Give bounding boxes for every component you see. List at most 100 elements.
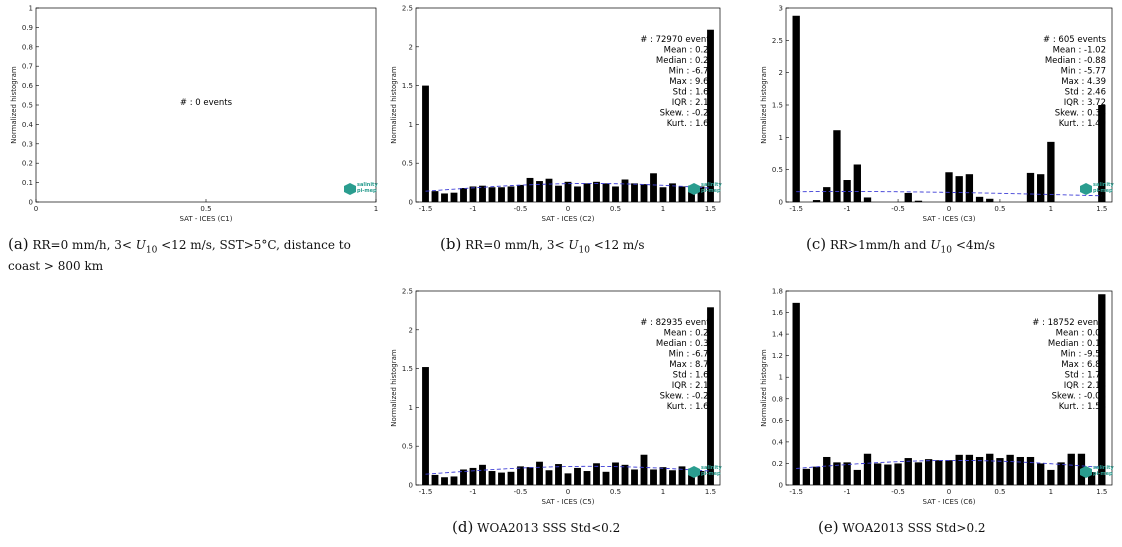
histogram-bar (460, 469, 467, 485)
caption-d-text: WOA2013 SSS Std<0.2 (477, 521, 621, 535)
x-tick-label: 1 (1049, 488, 1053, 496)
stats-line: Std : 2.46 (1065, 88, 1106, 98)
y-axis-label: Normalized histogram (390, 349, 398, 427)
histogram-bar (955, 176, 963, 202)
x-tick-label: 0.5 (994, 205, 1005, 213)
histogram-bar (431, 191, 439, 202)
y-tick-label: 0.4 (772, 438, 784, 446)
logo-text-2: pi-mep (1093, 471, 1113, 477)
caption-e: (e) WOA2013 SSS Std>0.2 (818, 519, 1118, 536)
histogram-bar (631, 469, 638, 485)
histogram-bar (488, 187, 496, 202)
stats-line: Skew. : -0.22 (660, 392, 714, 402)
chart-panel-e: 0 0.2 0.4 0.6 0.8 1 1.2 1.4 1.6 1.8 -1.5 -1 -0.5 0 0.5… (760, 283, 1122, 507)
x-tick-label: -1 (470, 488, 477, 496)
histogram-bar (833, 462, 841, 485)
stats-line: IQR : 2.18 (1064, 381, 1106, 391)
histogram-bar (986, 453, 994, 485)
y-tick-label: 0.8 (772, 395, 783, 403)
stats-line: IQR : 2.10 (672, 98, 714, 108)
caption-d: (d) WOA2013 SSS Std<0.2 (452, 519, 752, 536)
histogram-bar (833, 130, 841, 202)
histogram-bar (650, 173, 657, 202)
y-tick-label: 0.5 (772, 166, 783, 174)
histogram-bar (469, 467, 477, 485)
gaussian-fit-curve (425, 183, 711, 192)
y-tick-label: 0.6 (772, 417, 784, 425)
histogram-bar (574, 186, 581, 202)
x-tick-label: 1 (1049, 205, 1053, 213)
y-tick-label: 1 (409, 121, 413, 129)
stats-line: # : 605 events (1043, 35, 1107, 45)
histogram-bar (863, 197, 872, 202)
stats-events: # : 0 events (180, 98, 233, 108)
y-tick-label: 0.5 (402, 443, 413, 451)
histogram-bar (975, 456, 984, 485)
histogram-bar (517, 184, 524, 202)
stats-line: Kurt. : 1.58 (1059, 402, 1106, 412)
x-tick-label: 1.5 (1096, 488, 1107, 496)
histogram-bar (621, 179, 629, 202)
stats-line: # : 82935 events (640, 318, 714, 328)
caption-d-label: (d) (452, 518, 474, 536)
histogram-bar (564, 473, 572, 485)
y-tick-label: 2.5 (402, 5, 413, 13)
stats-line: Median : 0.10 (1048, 339, 1106, 349)
x-axis-label: SAT - ICES (C3) (923, 215, 976, 223)
stats-line: Mean : 0.23 (664, 329, 714, 339)
chart-e: 0 0.2 0.4 0.6 0.8 1 1.2 1.4 1.6 1.8 -1.5 -1 -0.5 0 0.5… (760, 288, 1114, 507)
x-tick-label: 1.5 (705, 488, 716, 496)
histogram-bar (965, 174, 974, 202)
stats-line: Kurt. : 1.61 (667, 402, 714, 412)
histogram-bar (863, 453, 872, 485)
y-tick-label: 2.5 (402, 288, 413, 296)
logo-text-1: salinity (1093, 182, 1114, 188)
histogram-bar (914, 462, 923, 485)
histogram-bar (1037, 174, 1045, 202)
histogram-bar (955, 454, 963, 485)
x-tick-label: 1 (661, 205, 665, 213)
histogram-bar (996, 458, 1004, 485)
histogram-bar (612, 186, 619, 202)
caption-a-label: (a) (8, 235, 29, 253)
gaussian-fit-curve (796, 459, 1102, 469)
histogram-bar (574, 467, 581, 485)
chart-b: 0 0.5 1 1.5 2 2.5 -1.5 -1 -0.5 0 0.5 1 1.5 SAT - ICES… (390, 5, 722, 224)
y-tick-label: 0.3 (22, 140, 33, 148)
y-tick-label: 0.6 (22, 82, 34, 90)
histogram-bar (545, 470, 553, 485)
caption-b-text: RR=0 mm/h, 3< U10 <12 m/s (465, 238, 645, 256)
y-tick-label: 0.2 (772, 460, 783, 468)
x-tick-label: -0.5 (891, 488, 905, 496)
histogram-bar (823, 456, 831, 485)
y-tick-label: 1.8 (772, 288, 783, 296)
histogram-bar (986, 198, 994, 202)
histogram-bar (1047, 141, 1055, 202)
histogram-bar (792, 15, 800, 203)
histogram-bar (678, 186, 686, 202)
stats-line: Kurt. : 1.62 (667, 119, 714, 129)
x-axis-label: SAT - ICES (C2) (542, 215, 595, 223)
histogram-bar (904, 192, 912, 202)
logo-text-1: salinity (701, 465, 722, 471)
x-tick-label: 1 (374, 205, 378, 213)
histogram-bar (631, 183, 638, 202)
histogram-bar (1026, 172, 1035, 202)
histogram-bar (894, 463, 902, 485)
chart-a: 0 0.1 0.2 0.3 0.4 0.5 0.6 0.7 0.8 0.9 1 0 0.5 1 SAT - … (10, 5, 378, 224)
histogram-bar (450, 476, 458, 485)
stats-line: IQR : 3.72 (1064, 98, 1106, 108)
histogram-bar (498, 472, 505, 485)
histogram-bar (460, 188, 467, 202)
histogram-bar (517, 466, 524, 485)
y-tick-label: 1 (779, 374, 783, 382)
histogram-bar (564, 181, 572, 202)
histogram-bar (593, 463, 600, 485)
y-tick-label: 2.5 (772, 37, 783, 45)
histogram-bar (1067, 453, 1075, 485)
histogram-bar (555, 185, 562, 202)
logo-text-2: pi-mep (1093, 188, 1113, 194)
stats-line: Skew. : -0.20 (660, 109, 714, 119)
histogram-bar (640, 454, 648, 485)
x-tick-label: -1.5 (789, 205, 803, 213)
